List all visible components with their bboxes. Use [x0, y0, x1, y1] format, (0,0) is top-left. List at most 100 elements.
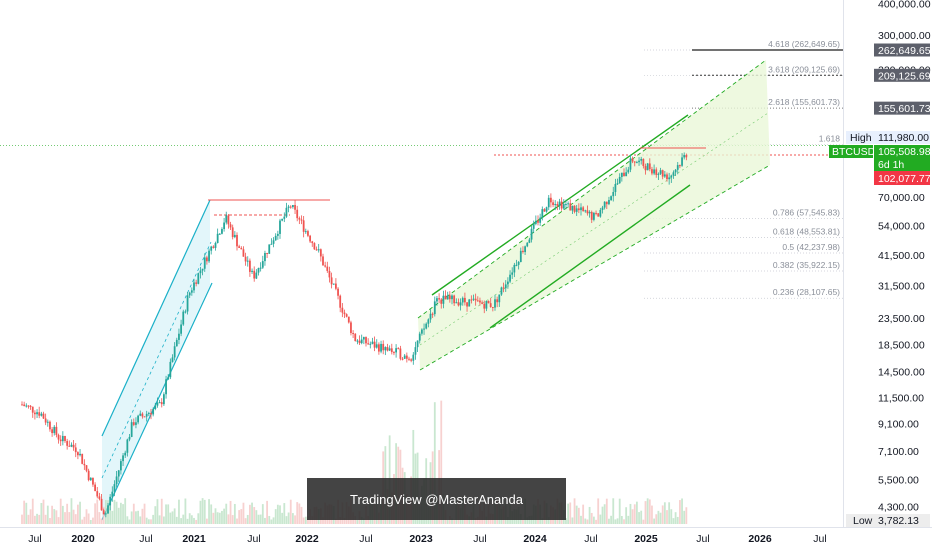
candle-body	[605, 201, 608, 205]
fib-label: 1.618	[819, 134, 841, 144]
candle-body	[498, 294, 501, 303]
volume-bar	[674, 512, 677, 524]
candle-body	[96, 491, 99, 497]
volume-bar	[343, 517, 346, 524]
candle-body	[208, 250, 210, 262]
volume-bar	[302, 517, 305, 524]
volume-bar	[629, 503, 632, 524]
candle-body	[672, 172, 675, 176]
last-price-tag	[874, 171, 930, 185]
volume-bar	[25, 502, 28, 524]
candle-body	[57, 434, 60, 440]
candle-body	[444, 295, 447, 300]
candle-body	[304, 231, 307, 233]
volume-bar	[165, 504, 167, 524]
volume-bar	[279, 505, 281, 524]
volume-bar	[184, 498, 187, 524]
candle-body	[543, 209, 546, 212]
candle-body	[418, 333, 421, 341]
volume-bar	[597, 498, 600, 524]
candle-body	[663, 174, 666, 177]
candle-body	[130, 422, 133, 437]
candle-body	[455, 302, 458, 304]
candle-body	[519, 250, 522, 262]
candle-body	[307, 231, 309, 236]
volume-bar	[186, 518, 189, 524]
volume-bar	[160, 498, 163, 524]
candle-body	[184, 311, 187, 313]
candle-body	[638, 160, 640, 163]
candle-body	[188, 292, 191, 296]
volume-bar	[276, 504, 279, 524]
candle-body	[276, 233, 279, 236]
volume-bar	[567, 503, 569, 524]
candle-body	[124, 452, 127, 456]
volume-bar	[661, 505, 664, 524]
volume-bar	[625, 507, 628, 524]
volume-bar	[683, 510, 686, 524]
candle-body	[670, 175, 673, 178]
candle-body	[165, 379, 167, 395]
candle-body	[55, 426, 58, 435]
volume-bar	[257, 514, 260, 524]
y-tick-label: 7,100.00	[878, 446, 919, 458]
volume-bar	[582, 504, 585, 524]
candle-body	[197, 273, 200, 284]
volume-bar	[638, 512, 640, 524]
price-tag-text: 262,649.65	[878, 45, 931, 57]
volume-bar	[440, 400, 443, 524]
candle-body	[453, 295, 456, 304]
candle-body	[580, 207, 582, 211]
candle-body	[423, 328, 425, 330]
volume-bar	[199, 500, 202, 524]
candle-body	[532, 223, 535, 229]
candle-body	[567, 203, 569, 205]
candle-body	[326, 266, 329, 271]
candle-body	[229, 224, 232, 228]
fib-label: 0.786 (57,545.83)	[773, 208, 840, 218]
candle-body	[554, 204, 557, 206]
candle-body	[335, 283, 337, 289]
candle-body	[481, 302, 483, 304]
volume-bar	[195, 519, 198, 524]
candle-body	[322, 256, 324, 266]
candle-body	[511, 272, 514, 275]
volume-bar	[571, 517, 574, 524]
candle-body	[145, 413, 148, 417]
y-tick-label: 300,000.00	[878, 30, 931, 42]
volume-bar	[272, 517, 275, 524]
volume-bar	[287, 512, 290, 524]
price-tag	[874, 101, 930, 115]
volume-bar	[85, 509, 88, 524]
candle-body	[137, 415, 139, 423]
candle-body	[590, 211, 593, 220]
symbol-tag	[829, 145, 873, 158]
volume-bar	[618, 498, 621, 524]
volume-bar	[96, 499, 99, 524]
candle-body	[324, 265, 327, 267]
candle-body	[111, 491, 114, 497]
volume-bar	[59, 498, 62, 524]
volume-bar	[541, 518, 544, 524]
candle-body	[122, 455, 124, 462]
x-tick-label: 2022	[295, 533, 319, 545]
volume-bar	[92, 517, 94, 524]
low-label: Low	[853, 515, 873, 527]
volume-bar	[610, 515, 612, 524]
volume-bar	[145, 517, 148, 524]
volume-bar	[599, 514, 602, 524]
volume-bar	[642, 519, 645, 524]
candle-body	[120, 461, 122, 471]
volume-bar	[646, 498, 649, 524]
candle-body	[674, 169, 677, 173]
candle-body	[547, 197, 550, 208]
candle-body	[337, 288, 339, 296]
candle-body	[240, 247, 243, 250]
candle-body	[577, 208, 580, 211]
candle-body	[365, 337, 367, 344]
volume-bar	[150, 519, 152, 524]
x-tick-label: Jul	[247, 533, 260, 545]
volume-bar	[188, 513, 191, 524]
volume-bar	[74, 514, 77, 524]
